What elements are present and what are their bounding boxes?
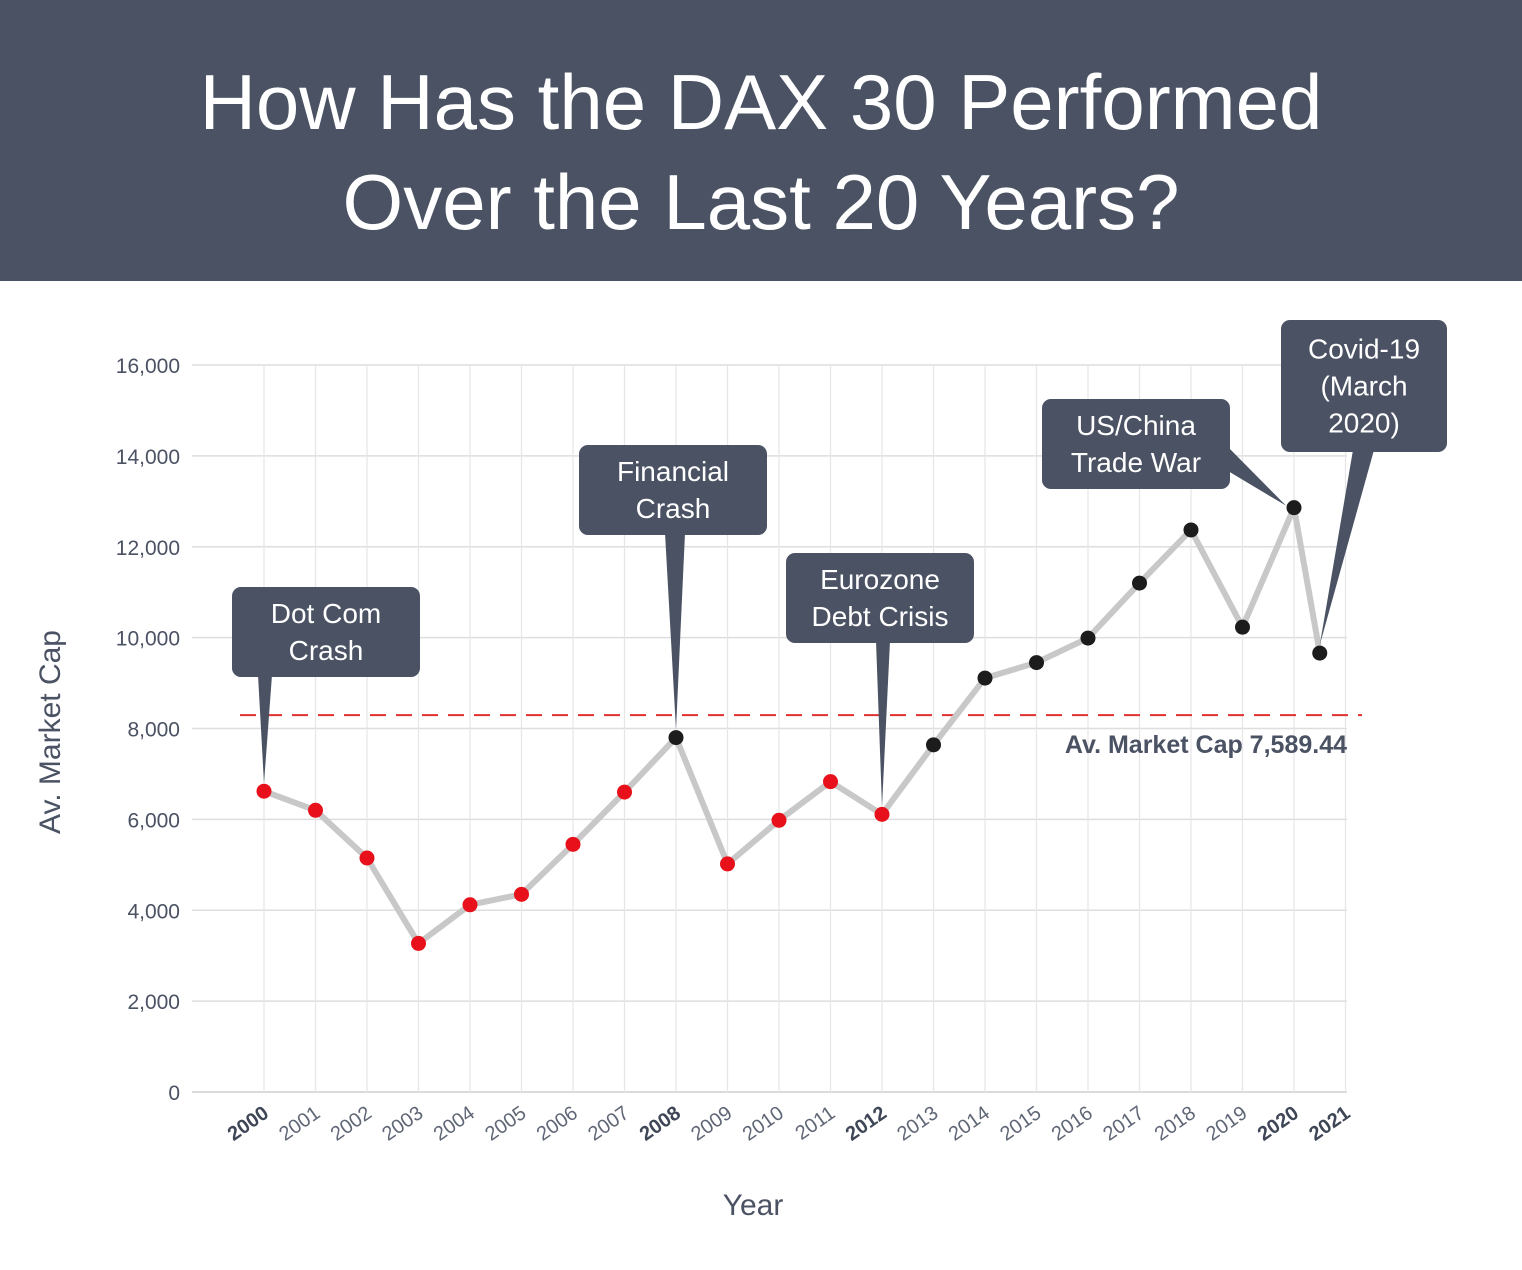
x-tick-label: 2020 (1254, 1102, 1303, 1146)
header-banner: How Has the DAX 30 Performed Over the La… (0, 0, 1522, 281)
y-tick-label: 2,000 (127, 991, 180, 1014)
x-tick-label: 2007 (584, 1102, 633, 1146)
callout-pointer (1319, 450, 1374, 646)
x-tick-label: 2004 (430, 1102, 479, 1146)
series-line-group (261, 504, 1323, 947)
x-tick-label: 2001 (275, 1102, 324, 1146)
callout: Dot Com Crash (232, 587, 420, 784)
x-tick-label: 2015 (996, 1102, 1045, 1146)
y-tick-label: 12,000 (116, 537, 180, 560)
x-tick-label: 2003 (378, 1102, 427, 1146)
callout-text: Covid-19 (1308, 334, 1420, 365)
data-point (256, 783, 272, 799)
callout-box (786, 553, 974, 643)
callout-box (1042, 399, 1230, 489)
x-tick-label: 2018 (1151, 1102, 1200, 1146)
average-label: Av. Market Cap 7,589.44 (1065, 731, 1347, 759)
data-point (1286, 500, 1302, 516)
x-tick-label: 2000 (224, 1102, 273, 1146)
callout: Covid-19 (March 2020) (1281, 320, 1447, 646)
data-point (823, 774, 838, 790)
callout-box (1281, 320, 1447, 452)
data-point (462, 897, 478, 913)
x-tick-label: 2017 (1099, 1102, 1148, 1146)
y-tick-label: 10,000 (116, 628, 180, 651)
callout-text: Crash (636, 493, 711, 524)
callout: Eurozone Debt Crisis (786, 553, 974, 807)
x-tick-label: 2013 (893, 1102, 942, 1146)
callout-box (579, 445, 767, 535)
x-tick-label: 2009 (687, 1102, 736, 1146)
chart-title-line-1: How Has the DAX 30 Performed (199, 58, 1323, 146)
data-point (874, 806, 890, 822)
x-axis-label: Year (723, 1189, 784, 1222)
callout-text: (March (1320, 371, 1407, 402)
data-point (668, 730, 684, 746)
data-point (1312, 645, 1328, 661)
callout-box (232, 587, 420, 677)
callout-pointer (258, 675, 272, 784)
y-tick-label: 14,000 (116, 446, 180, 469)
data-point (565, 836, 581, 852)
y-tick-label: 0 (168, 1082, 180, 1105)
y-tick-label: 16,000 (116, 355, 180, 378)
x-tick-label: 2016 (1048, 1102, 1097, 1146)
callout-text: US/China (1076, 410, 1196, 441)
data-point (308, 802, 323, 818)
x-tick-label: 2008 (636, 1102, 685, 1146)
data-point (411, 935, 426, 951)
x-tick-label: 2021 (1305, 1102, 1354, 1146)
x-tick-label: 2010 (739, 1102, 788, 1146)
data-point (720, 856, 735, 872)
data-points (256, 500, 1328, 951)
callout-text: Trade War (1071, 447, 1201, 478)
x-tick-label: 2019 (1202, 1102, 1251, 1146)
data-point (1235, 619, 1250, 635)
callout-text: Crash (289, 635, 364, 666)
data-point (771, 812, 787, 828)
x-tick-label: 2006 (533, 1102, 582, 1146)
data-point (514, 886, 529, 902)
y-axis-label: Av. Market Cap (34, 630, 67, 834)
y-tick-label: 4,000 (127, 900, 180, 923)
data-point (617, 784, 632, 800)
chart-title-line-2: Over the Last 20 Years? (342, 158, 1180, 246)
annotations: Dot Com Crash Financial Crash Eurozone Debt C… (232, 320, 1447, 807)
x-tick-label: 2005 (481, 1102, 530, 1146)
gridlines (192, 364, 1347, 1093)
callout-text: 2020) (1328, 408, 1400, 439)
callout-text: Financial (617, 456, 729, 487)
callout-text: Dot Com (271, 598, 381, 629)
data-point (1132, 575, 1147, 591)
x-tick-label: 2011 (792, 1102, 840, 1145)
callout-pointer (876, 641, 890, 807)
y-tick-label: 8,000 (127, 719, 180, 742)
x-tick-label: 2012 (842, 1102, 891, 1146)
data-point (1183, 522, 1199, 538)
y-tick-label: 6,000 (127, 809, 180, 832)
x-tick-label: 2014 (945, 1102, 994, 1146)
data-point (926, 737, 941, 753)
data-point (1080, 630, 1096, 646)
callout-text: Debt Crisis (812, 601, 949, 632)
series-line (261, 504, 1323, 947)
callout: Financial Crash (579, 445, 767, 730)
callout-text: Eurozone (820, 564, 940, 595)
data-point (1029, 655, 1044, 671)
x-tick-label: 2002 (327, 1102, 376, 1146)
average-line-group: Av. Market Cap 7,589.44 (240, 714, 1362, 759)
callout: US/China Trade War (1042, 399, 1286, 506)
callout-pointer (665, 533, 685, 730)
data-point (977, 670, 993, 686)
data-point (359, 850, 375, 866)
y-axis-ticks: 0 2,000 4,000 6,000 8,000 10,000 12,000 14,000 1… (116, 355, 180, 1105)
x-axis-ticks: 2000 2001 2002 2003 2004 2005 2006 2007 2008 2009… (224, 1102, 1355, 1146)
